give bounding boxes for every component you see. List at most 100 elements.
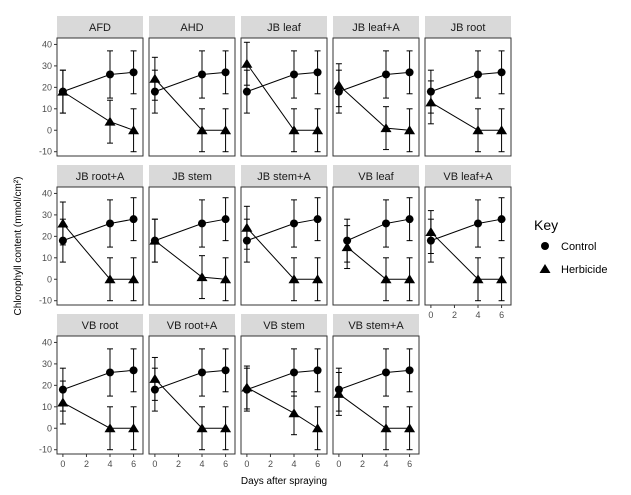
herbicide-point [128,125,140,135]
y-tick-label: 0 [47,423,52,433]
herbicide-point [404,274,416,284]
legend-marker-control [541,242,549,250]
panel-jb-stem-plusa: JB stem+A [240,165,328,306]
y-tick-label: 30 [42,61,52,71]
panel-strip-label: JB root [451,22,486,34]
herbicide-point [241,58,253,68]
herbicide-point [128,274,140,284]
control-point [313,68,322,77]
control-point [290,70,299,79]
control-point [221,68,230,77]
x-tick-label: 2 [452,310,457,320]
panel-jb-stem: JB stem [148,165,236,306]
panel-jb-leaf-plusa: JB leaf+A [332,16,420,157]
control-point [242,87,251,96]
panel-strip [241,314,327,336]
control-point [129,215,138,224]
panel-strip-label: VB stem+A [348,320,404,332]
x-tick-label: 2 [268,459,273,469]
panel-strip-label: JB stem+A [257,171,311,183]
control-point [382,70,391,79]
panel-frame [148,335,236,455]
herbicide-point [425,97,437,107]
legend-title: Key [534,217,558,233]
x-tick-label: 6 [499,310,504,320]
control-point [198,219,207,228]
control-point [405,68,414,77]
panel-strip [57,165,143,187]
herbicide-point [241,382,253,392]
control-point [198,368,207,377]
control-point [221,366,230,375]
y-tick-label: 40 [42,39,52,49]
herbicide-point [288,125,300,135]
herbicide-point [496,125,508,135]
panel-strip [333,165,419,187]
x-tick-label: 4 [108,459,113,469]
panel-strip [149,16,235,38]
x-tick-label: 6 [315,459,320,469]
control-point [106,368,115,377]
panel-strip [57,314,143,336]
herbicide-point [220,125,232,135]
herbicide-point [196,125,208,135]
legend-label-control: Control [561,241,596,253]
panel-strip-label: VB root [82,320,119,332]
herbicide-point [472,125,484,135]
x-tick-label: 6 [223,459,228,469]
panel-vb-root-plusa: VB root+A 0 2 4 6 [148,314,236,469]
herbicide-point [288,408,300,418]
herbicide-point [333,388,345,398]
herbicide-point [149,373,161,383]
panel-strip-label: JB leaf+A [352,22,400,34]
x-tick-label: 0 [336,459,341,469]
panel-frame [240,335,328,455]
y-tick-label: 20 [42,231,52,241]
panel-jb-leaf: JB leaf [240,16,328,157]
panel-strip-label: VB stem [263,320,305,332]
herbicide-point [57,86,69,96]
y-tick-label: -10 [39,147,52,157]
herbicide-point [312,423,324,433]
herbicide-point [57,397,69,407]
panel-vb-stem-plusa: VB stem+A 0 2 4 6 [332,314,420,469]
control-point [290,368,299,377]
y-tick-label: 10 [42,402,52,412]
herbicide-point [341,242,353,252]
panel-frame [332,37,420,157]
panel-strip-label: JB leaf [267,22,302,34]
legend: Key Control Herbicide [534,217,607,276]
herbicide-point [57,218,69,228]
herbicide-point [472,274,484,284]
x-tick-label: 6 [407,459,412,469]
control-point [290,219,299,228]
y-tick-label: 20 [42,82,52,92]
control-point [405,366,414,375]
herbicide-point [220,274,232,284]
panel-afd: AFD -10 0 10 20 30 40 [39,16,144,157]
y-tick-label: 0 [47,125,52,135]
panel-strip-label: VB leaf+A [443,171,493,183]
herbicide-point [241,222,253,232]
panel-frame [424,37,512,157]
panel-vb-leaf: VB leaf [332,165,420,306]
panel-strip [241,165,327,187]
control-point [497,68,506,77]
panel-vb-leaf-plusa: VB leaf+A 0 2 4 6 [424,165,512,320]
control-point [129,68,138,77]
legend-label-herbicide: Herbicide [561,264,607,276]
y-tick-label: 10 [42,104,52,114]
panel-frame [56,186,144,306]
control-point [313,366,322,375]
x-tick-label: 6 [131,459,136,469]
control-point [221,215,230,224]
y-tick-label: -10 [39,445,52,455]
herbicide-point [196,423,208,433]
herbicide-point [312,274,324,284]
herbicide-point [149,73,161,83]
x-tick-label: 4 [200,459,205,469]
x-tick-label: 4 [384,459,389,469]
panel-ahd: AHD [148,16,236,157]
